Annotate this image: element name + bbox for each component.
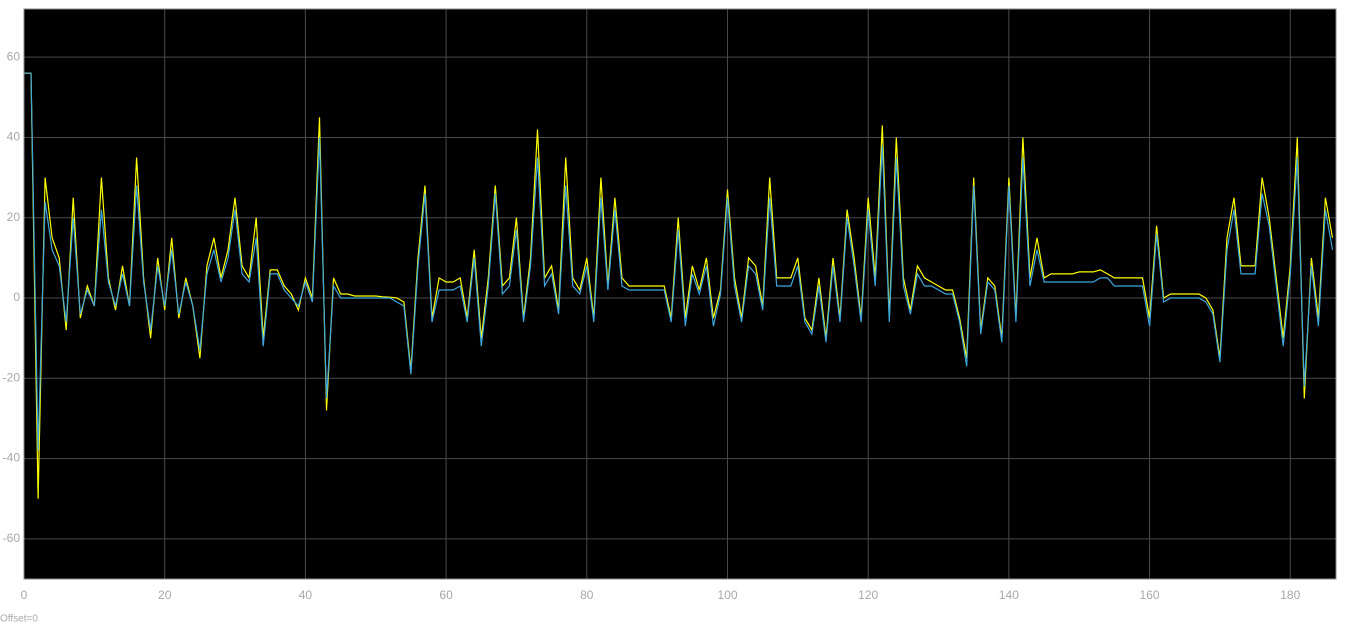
series-line: [24, 72, 1334, 499]
y-tick-label: 0: [13, 290, 20, 304]
x-tick-label: 180: [1280, 588, 1300, 602]
y-tick-label: 40: [7, 130, 21, 144]
x-tick-label: 120: [858, 588, 878, 602]
x-tick-label: 40: [299, 588, 313, 602]
y-tick-label: -40: [3, 451, 21, 465]
x-tick-label: 100: [717, 588, 737, 602]
x-tick-label: 20: [158, 588, 172, 602]
x-tick-label: 140: [999, 588, 1019, 602]
offset-label: Offset=0: [0, 614, 38, 625]
plot-area: [24, 9, 1336, 579]
plot-frame: [23, 8, 1337, 580]
x-tick-label: 60: [439, 588, 453, 602]
x-tick-label: 160: [1140, 588, 1160, 602]
x-tick-label: 0: [21, 588, 28, 602]
y-tick-label: 20: [7, 210, 21, 224]
x-tick-label: 80: [580, 588, 594, 602]
y-tick-label: 60: [7, 49, 21, 63]
y-tick-label: -60: [3, 531, 21, 545]
y-tick-label: -20: [3, 370, 21, 384]
series-line: [24, 72, 1334, 451]
